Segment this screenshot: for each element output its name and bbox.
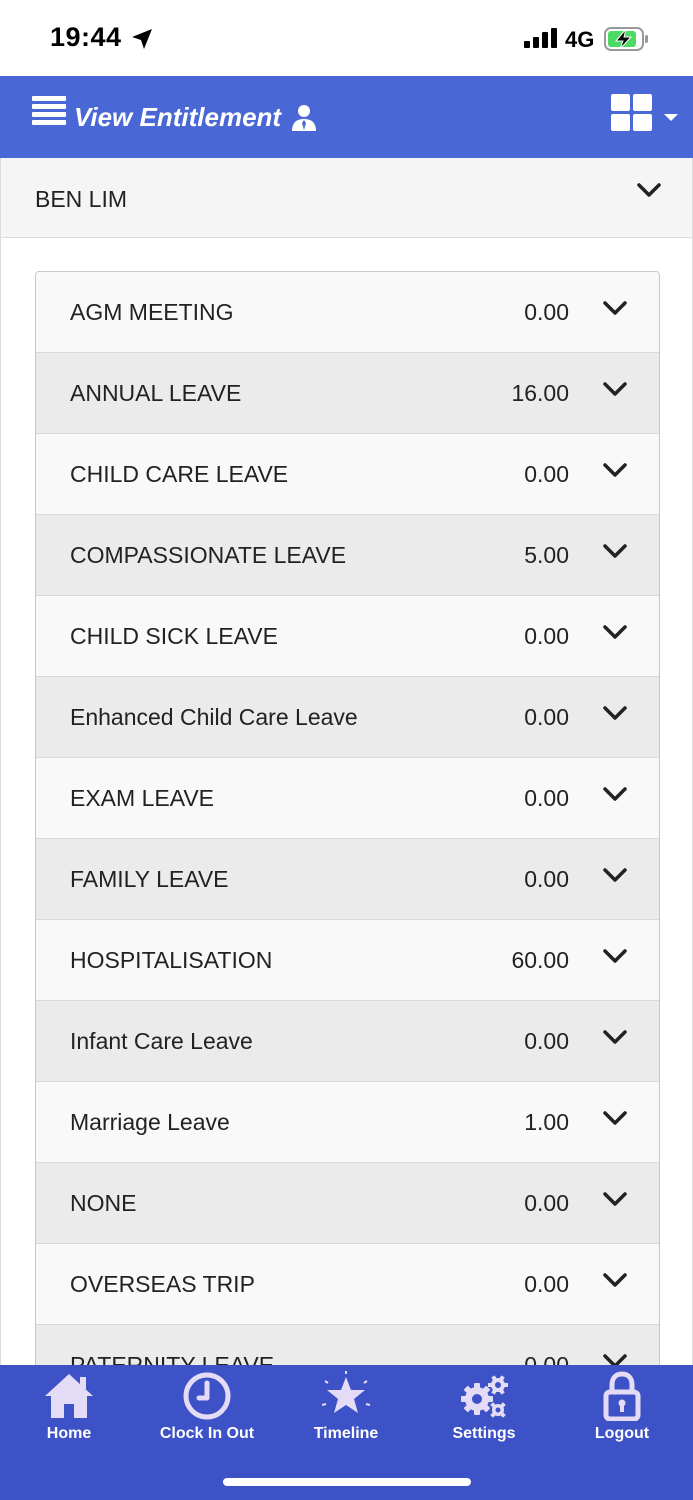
entitlement-label: Marriage Leave [70, 1109, 230, 1135]
entitlement-row[interactable]: Enhanced Child Care Leave 0.00 [36, 677, 659, 758]
hamburger-menu-icon[interactable] [32, 96, 68, 130]
caret-down-icon[interactable] [664, 114, 678, 121]
entitlement-value: 0.00 [524, 461, 569, 487]
network-type: 4G [565, 27, 595, 52]
chevron-down-icon[interactable] [603, 1110, 627, 1131]
entitlement-row[interactable]: Infant Care Leave 0.00 [36, 1001, 659, 1082]
chevron-down-icon[interactable] [603, 948, 627, 969]
entitlement-label: Infant Care Leave [70, 1028, 253, 1054]
entitlement-row[interactable]: HOSPITALISATION 60.00 [36, 920, 659, 1001]
nav-logout-label: Logout [594, 1425, 650, 1442]
employee-name: BEN LIM [35, 186, 128, 212]
clock-icon [183, 1372, 231, 1420]
gear-icon [461, 1375, 508, 1418]
entitlement-row[interactable]: AGM MEETING 0.00 [36, 272, 659, 353]
entitlement-value: 0.00 [524, 785, 569, 811]
entitlement-label: HOSPITALISATION [70, 947, 273, 973]
entitlement-row[interactable]: EXAM LEAVE 0.00 [36, 758, 659, 839]
entitlement-label: Enhanced Child Care Leave [70, 704, 358, 730]
chevron-down-icon[interactable] [603, 1029, 627, 1050]
entitlement-value: 0.00 [524, 623, 569, 649]
entitlement-list: AGM MEETING 0.00 ANNUAL LEAVE 16.00 CHILD CA… [35, 271, 660, 1365]
entitlement-value: 0.00 [524, 299, 569, 325]
chevron-down-icon[interactable] [603, 381, 627, 402]
entitlement-value: 0.00 [524, 704, 569, 730]
entitlement-value: 60.00 [511, 947, 569, 973]
nav-home[interactable]: Home [4, 1371, 134, 1443]
lock-icon [603, 1371, 641, 1421]
chevron-down-icon[interactable] [603, 1191, 627, 1212]
bottom-nav: Home Clock In Out Timeline [0, 1365, 693, 1500]
chevron-down-icon[interactable] [637, 182, 661, 203]
entitlement-label: EXAM LEAVE [70, 785, 215, 811]
entitlement-row[interactable]: COMPASSIONATE LEAVE 5.00 [36, 515, 659, 596]
status-bar: 19:44 4G [0, 0, 693, 76]
nav-settings-label: Settings [452, 1425, 516, 1442]
entitlement-row[interactable]: PATERNITY LEAVE 0.00 [36, 1325, 659, 1365]
entitlement-value: 0.00 [524, 1028, 569, 1054]
entitlement-value: 0.00 [524, 866, 569, 892]
entitlement-label: NONE [70, 1190, 137, 1216]
entitlement-row[interactable]: FAMILY LEAVE 0.00 [36, 839, 659, 920]
entitlement-value: 0.00 [524, 1352, 569, 1365]
nav-home-label: Home [46, 1425, 92, 1442]
location-arrow-icon [131, 28, 153, 55]
page-title: View Entitlement [74, 102, 282, 132]
nav-timeline[interactable]: Timeline [281, 1371, 411, 1443]
entitlement-label: FAMILY LEAVE [70, 866, 229, 892]
nav-clock-in-out[interactable]: Clock In Out [142, 1371, 272, 1443]
entitlement-label: ANNUAL LEAVE [70, 380, 242, 406]
entitlement-value: 0.00 [524, 1190, 569, 1216]
nav-settings[interactable]: Settings [419, 1371, 549, 1443]
entitlement-row[interactable]: NONE 0.00 [36, 1163, 659, 1244]
home-indicator [223, 1478, 471, 1486]
entitlement-label: CHILD CARE LEAVE [70, 461, 289, 487]
entitlement-row[interactable]: OVERSEAS TRIP 0.00 [36, 1244, 659, 1325]
home-icon [45, 1374, 93, 1418]
apps-grid-icon[interactable] [611, 94, 653, 137]
chevron-down-icon[interactable] [603, 1353, 627, 1365]
nav-timeline-label: Timeline [313, 1425, 379, 1442]
nav-logout[interactable]: Logout [557, 1371, 687, 1443]
employee-selector[interactable]: BEN LIM [0, 158, 693, 238]
entitlement-label: OVERSEAS TRIP [70, 1271, 255, 1297]
app-header: View Entitlement [0, 76, 693, 158]
chevron-down-icon[interactable] [603, 1272, 627, 1293]
entitlement-value: 16.00 [511, 380, 569, 406]
entitlement-value: 1.00 [524, 1109, 569, 1135]
entitlement-row[interactable]: CHILD CARE LEAVE 0.00 [36, 434, 659, 515]
entitlement-label: COMPASSIONATE LEAVE [70, 542, 347, 568]
battery-charging-icon [604, 27, 650, 56]
chevron-down-icon[interactable] [603, 786, 627, 807]
status-time: 19:44 [50, 22, 122, 52]
entitlement-row[interactable]: ANNUAL LEAVE 16.00 [36, 353, 659, 434]
nav-clock-label: Clock In Out [159, 1425, 255, 1442]
chevron-down-icon[interactable] [603, 543, 627, 564]
entitlement-row[interactable]: Marriage Leave 1.00 [36, 1082, 659, 1163]
content-area: AGM MEETING 0.00 ANNUAL LEAVE 16.00 CHILD CA… [0, 238, 693, 1365]
chevron-down-icon[interactable] [603, 867, 627, 888]
chevron-down-icon[interactable] [603, 462, 627, 483]
chevron-down-icon[interactable] [603, 624, 627, 645]
entitlement-label: CHILD SICK LEAVE [70, 623, 278, 649]
star-icon [321, 1371, 371, 1413]
entitlement-label: PATERNITY LEAVE [70, 1352, 275, 1365]
user-tie-icon [291, 104, 317, 137]
entitlement-row[interactable]: CHILD SICK LEAVE 0.00 [36, 596, 659, 677]
entitlement-label: AGM MEETING [70, 299, 234, 325]
entitlement-value: 0.00 [524, 1271, 569, 1297]
cell-signal-icon [524, 28, 558, 53]
chevron-down-icon[interactable] [603, 300, 627, 321]
entitlement-value: 5.00 [524, 542, 569, 568]
chevron-down-icon[interactable] [603, 705, 627, 726]
